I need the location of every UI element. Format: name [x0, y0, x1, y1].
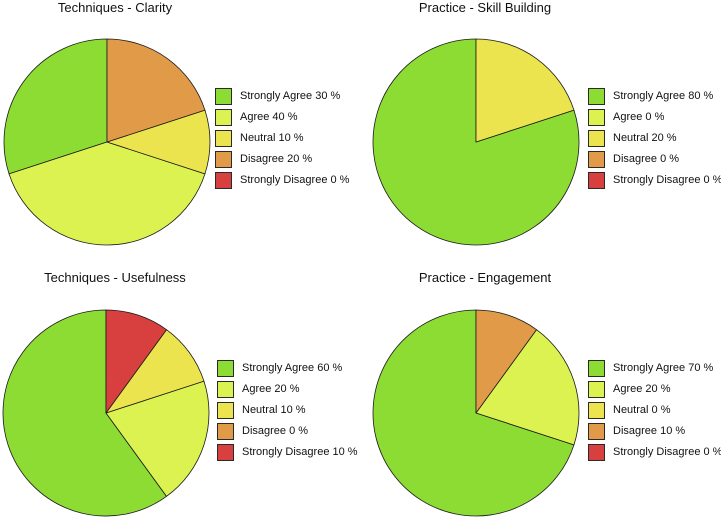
- legend-swatch-disagree: [588, 423, 605, 440]
- pie-chart: [3, 38, 211, 246]
- legend-label: Strongly Agree 30 %: [240, 90, 341, 102]
- legend-swatch-disagree: [217, 423, 234, 440]
- legend-label: Neutral 0 %: [613, 404, 671, 416]
- legend-label: Strongly Disagree 0 %: [613, 174, 721, 186]
- legend-swatch-strongly-agree: [588, 88, 605, 105]
- legend-label: Neutral 20 %: [613, 132, 677, 144]
- legend-swatch-agree: [215, 109, 232, 126]
- pie-slice-disagree: [106, 38, 206, 143]
- legend-swatch-disagree: [588, 151, 605, 168]
- pie-slice-strongly-disagree: [105, 309, 167, 414]
- chart-title: Techniques - Clarity: [57, 0, 173, 15]
- chart-panel-techniques-usefulness: Techniques - Usefulness Strongly Agree 6…: [0, 270, 360, 529]
- legend-swatch-strongly-agree: [217, 360, 234, 377]
- legend-label: Strongly Agree 70 %: [613, 362, 714, 374]
- legend-label: Agree 20 %: [242, 383, 300, 395]
- legend-label: Disagree 10 %: [613, 425, 686, 437]
- legend-swatch-neutral: [215, 130, 232, 147]
- pie-slice-agree: [8, 141, 206, 246]
- legend-swatch-strongly-disagree: [588, 172, 605, 189]
- pie-slice-disagree: [475, 309, 537, 414]
- legend-label: Disagree 20 %: [240, 153, 313, 165]
- legend-label: Disagree 0 %: [613, 153, 680, 165]
- pie-slice-strongly-agree: [3, 38, 108, 175]
- pie-slice-agree: [475, 329, 580, 446]
- chart-title: Practice - Skill Building: [418, 0, 552, 15]
- chart-title: Practice - Engagement: [418, 270, 552, 285]
- legend-label: Strongly Disagree 0 %: [240, 174, 350, 186]
- legend-label: Strongly Disagree 10 %: [242, 446, 358, 458]
- legend-swatch-neutral: [588, 402, 605, 419]
- legend-swatch-agree: [588, 381, 605, 398]
- pie-chart: [372, 309, 580, 517]
- legend-label: Neutral 10 %: [242, 404, 306, 416]
- legend-swatch-agree: [217, 381, 234, 398]
- pie-slice-agree: [105, 380, 210, 497]
- legend-swatch-strongly-disagree: [588, 444, 605, 461]
- legend-label: Strongly Disagree 0 %: [613, 446, 721, 458]
- pie-slice-strongly-agree: [372, 38, 580, 246]
- pie-slice-neutral: [475, 38, 575, 143]
- chart-panel-practice-engagement: Practice - Engagement Strongly Agree 70 …: [370, 270, 721, 529]
- legend-label: Agree 0 %: [613, 111, 665, 123]
- legend-label: Neutral 10 %: [240, 132, 304, 144]
- legend-label: Agree 20 %: [613, 383, 671, 395]
- chart-panel-practice-skill-building: Practice - Skill Building Strongly Agree…: [370, 0, 721, 259]
- legend-label: Strongly Agree 80 %: [613, 90, 714, 102]
- legend-swatch-disagree: [215, 151, 232, 168]
- legend-swatch-strongly-agree: [215, 88, 232, 105]
- chart-panel-techniques-clarity: Techniques - Clarity Strongly Agree 30 %…: [0, 0, 360, 259]
- pie-slice-strongly-agree: [372, 309, 575, 517]
- chart-title: Techniques - Usefulness: [44, 270, 186, 285]
- legend-swatch-strongly-disagree: [217, 444, 234, 461]
- legend-label: Disagree 0 %: [242, 425, 309, 437]
- legend-swatch-strongly-disagree: [215, 172, 232, 189]
- legend-label: Strongly Agree 60 %: [242, 362, 343, 374]
- legend-swatch-neutral: [217, 402, 234, 419]
- legend-label: Agree 40 %: [240, 111, 298, 123]
- pie-slice-strongly-agree: [2, 309, 167, 517]
- legend-swatch-neutral: [588, 130, 605, 147]
- legend-swatch-agree: [588, 109, 605, 126]
- pie-chart: [372, 38, 580, 246]
- pie-chart: [2, 309, 210, 517]
- legend-swatch-strongly-agree: [588, 360, 605, 377]
